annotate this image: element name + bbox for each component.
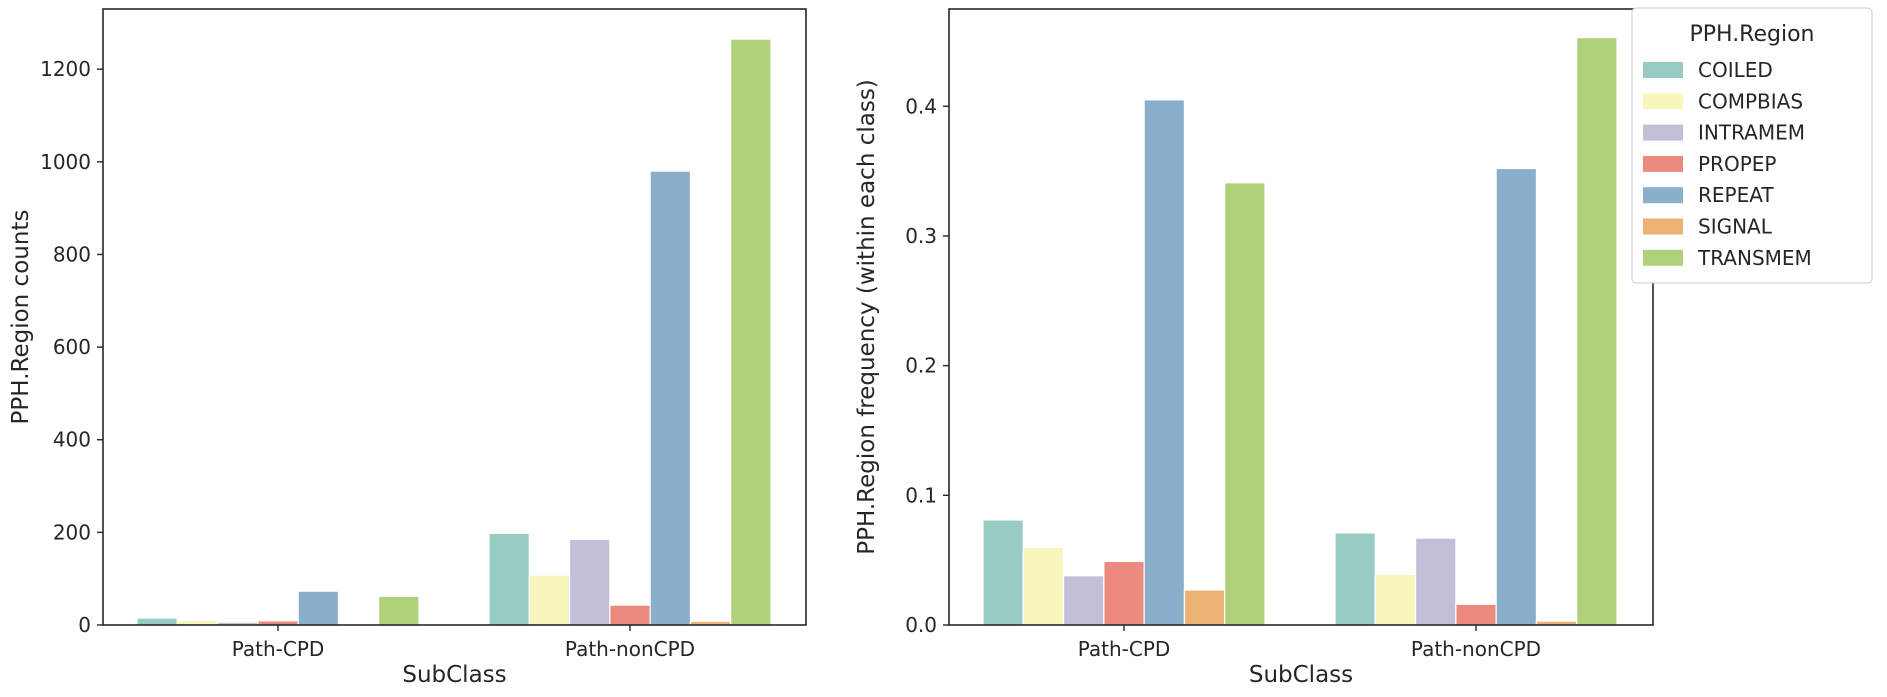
bar-compbias-path-cpd [1022,546,1065,626]
bar-repeat-path-noncpd [1495,167,1538,626]
legend-swatch-coiled [1643,62,1683,78]
y-tick-label: 0.4 [905,94,937,118]
legend-label-coiled: COILED [1698,58,1773,82]
plot-frame [102,8,807,626]
legend-swatch-propep [1643,155,1683,172]
bar-transmem-path-cpd [1224,182,1266,626]
y-tick-label: 0.1 [905,483,937,507]
y-tick-label: 1200 [40,57,91,81]
legend-title: PPH.Region [1690,22,1815,47]
legend-swatch-repeat [1643,187,1683,204]
bar-coiled-path-cpd [982,519,1024,626]
legend-items: COILED COMPBIAS INTRAMEM PROPEP REPEAT SIGNAL… [1643,58,1812,270]
legend-label-propep: PROPEP [1698,152,1776,176]
bar-propep-path-noncpd [609,604,651,626]
chart-counts: 0 200 400 600 800 1000 1200 Path-CPD Path-nonCPD… [8,8,807,688]
bar-repeat-path-noncpd [649,170,692,626]
plot-frame [948,8,1654,626]
bar-intramem-path-cpd [1062,575,1105,626]
y-axis-label: PPH.Region counts [8,210,34,425]
x-tick-label: Path-nonCPD [1411,637,1541,661]
bar-coiled-path-cpd [136,617,178,626]
legend-label-transmem: TRANSMEM [1697,246,1812,270]
bar-compbias-path-noncpd [1374,573,1417,626]
bar-propep-path-cpd [1103,560,1145,626]
legend-label-repeat: REPEAT [1698,183,1774,207]
bar-coiled-path-noncpd [488,532,530,626]
bar-transmem-path-noncpd [1576,36,1618,626]
legend-frame [1631,7,1873,284]
y-tick-label: 1000 [40,150,91,174]
x-tick-label: Path-CPD [232,637,325,661]
legend-label-compbias: COMPBIAS [1698,89,1803,113]
y-tick-label: 0 [78,613,91,637]
y-tick-label: 0.0 [905,613,937,637]
legend: PPH.Region COILED COMPBIAS INTRAMEM PROPEP R… [1631,7,1873,284]
bar-intramem-path-noncpd [1414,537,1457,626]
bar-repeat-path-cpd [1143,99,1186,626]
legend-label-intramem: INTRAMEM [1698,121,1805,145]
y-tick-label: 0.2 [905,354,937,378]
bar-propep-path-noncpd [1455,603,1497,626]
y-tick-label: 600 [53,335,91,359]
x-axis-label: SubClass [1249,662,1353,688]
y-tick-label: 200 [53,520,91,544]
bar-signal-path-cpd [1183,589,1226,626]
y-tick-label: 0.3 [905,224,937,248]
chart-frequency: 0.0 0.1 0.2 0.3 0.4 Path-CPD Path-nonCPD SubCla… [854,8,1654,688]
legend-label-signal: SIGNAL [1698,215,1773,239]
legend-swatch-signal [1643,218,1683,235]
x-tick-label: Path-CPD [1078,637,1171,661]
bar-transmem-path-noncpd [730,38,772,626]
x-axis-label: SubClass [402,662,506,688]
legend-swatch-intramem [1643,124,1683,141]
legend-swatch-compbias [1643,93,1683,110]
legend-swatch-transmem [1643,249,1683,266]
bar-coiled-path-noncpd [1334,532,1376,626]
bar-compbias-path-noncpd [528,574,571,626]
bar-intramem-path-noncpd [568,538,611,626]
y-tick-label: 800 [53,242,91,266]
y-axis-label: PPH.Region frequency (within each class) [854,79,880,555]
bar-repeat-path-cpd [297,590,340,626]
bar-transmem-path-cpd [378,595,420,626]
y-tick-label: 400 [53,428,91,452]
x-tick-label: Path-nonCPD [565,637,695,661]
